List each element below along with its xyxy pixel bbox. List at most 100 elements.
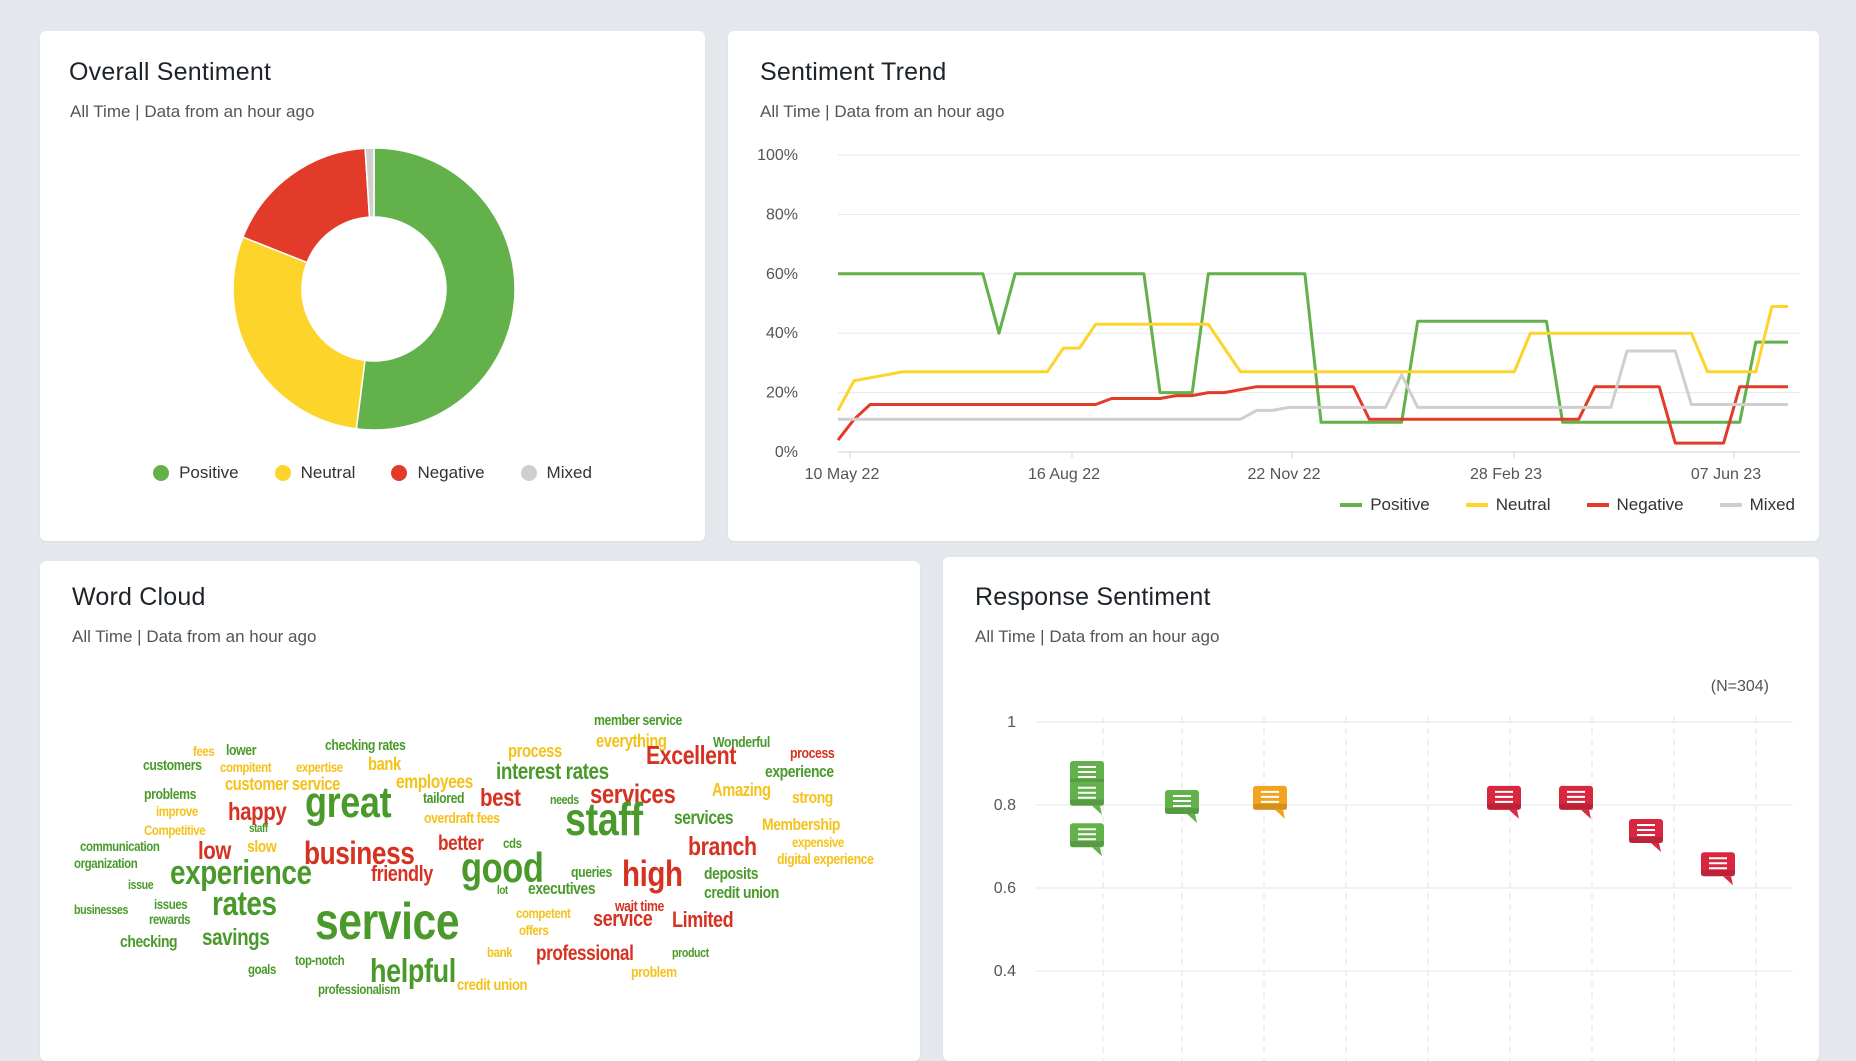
word-cloud-word[interactable]: Competitive bbox=[144, 822, 206, 838]
word-cloud-word[interactable]: wait time bbox=[615, 898, 664, 915]
word-cloud-word[interactable]: problem bbox=[631, 964, 677, 981]
word-cloud-word[interactable]: compitent bbox=[220, 759, 272, 775]
word-cloud-word[interactable]: issue bbox=[128, 877, 154, 892]
donut-slice-neutral[interactable] bbox=[232, 236, 366, 430]
trend-legend-positive[interactable]: Positive bbox=[1340, 495, 1430, 515]
resp-message-marker-negative[interactable] bbox=[1701, 852, 1735, 886]
word-cloud-word[interactable]: member service bbox=[594, 712, 682, 729]
legend-item-positive[interactable]: Positive bbox=[153, 463, 239, 483]
word-cloud-word[interactable]: issues bbox=[154, 896, 188, 912]
resp-message-marker-negative[interactable] bbox=[1629, 819, 1663, 853]
word-cloud-word[interactable]: Membership bbox=[762, 815, 841, 834]
word-cloud-word[interactable]: improve bbox=[156, 803, 198, 819]
word-cloud-word[interactable]: Limited bbox=[672, 907, 734, 932]
word-cloud-word[interactable]: credit union bbox=[704, 883, 779, 902]
word-cloud-word[interactable]: needs bbox=[550, 792, 579, 807]
word-cloud-word[interactable]: Amazing bbox=[712, 780, 771, 800]
word-cloud-word[interactable]: good bbox=[461, 844, 544, 891]
legend-item-mixed[interactable]: Mixed bbox=[520, 463, 592, 483]
word-cloud-word[interactable]: competent bbox=[516, 905, 571, 921]
word-cloud-word[interactable]: low bbox=[198, 837, 231, 865]
word-cloud-word[interactable]: checking bbox=[120, 932, 178, 951]
word-cloud-word[interactable]: organization bbox=[74, 855, 138, 871]
donut-slice-negative[interactable] bbox=[241, 147, 371, 264]
word-cloud-word[interactable]: businesses bbox=[74, 902, 128, 917]
word-cloud-word[interactable]: overdraft fees bbox=[424, 810, 500, 827]
trend-line-negative[interactable] bbox=[836, 385, 1788, 445]
word-cloud-word[interactable]: savings bbox=[202, 924, 270, 950]
word-cloud-word[interactable]: slow bbox=[247, 837, 277, 856]
word-cloud-word[interactable]: great bbox=[305, 778, 392, 827]
word-cloud-word[interactable]: services bbox=[590, 779, 676, 809]
word-cloud-word[interactable]: service bbox=[315, 893, 460, 951]
word-cloud-word[interactable]: professionalism bbox=[318, 981, 400, 997]
word-cloud-word[interactable]: credit union bbox=[457, 977, 528, 994]
donut-slice-mixed[interactable] bbox=[364, 147, 375, 218]
word-cloud-word[interactable]: strong bbox=[792, 788, 833, 807]
trend-legend-mixed[interactable]: Mixed bbox=[1719, 495, 1795, 515]
word-cloud-word[interactable]: experience bbox=[170, 854, 312, 892]
trend-line-mixed[interactable] bbox=[838, 349, 1788, 421]
word-cloud-word[interactable]: friendly bbox=[371, 861, 433, 886]
word-cloud-word[interactable]: tailored bbox=[423, 790, 465, 807]
trend-line-neutral[interactable] bbox=[836, 305, 1788, 412]
donut-slice-positive[interactable] bbox=[355, 147, 516, 431]
word-cloud-word[interactable]: professional bbox=[536, 942, 634, 965]
word-cloud-word[interactable]: process bbox=[508, 741, 562, 761]
word-cloud-word[interactable]: helpful bbox=[370, 952, 456, 989]
word-cloud-word[interactable]: better bbox=[438, 832, 484, 855]
word-cloud-word[interactable]: experience bbox=[765, 762, 834, 781]
trend-line-positive[interactable] bbox=[838, 272, 1788, 424]
resp-message-marker-negative[interactable] bbox=[1559, 785, 1593, 819]
word-cloud-word[interactable]: offers bbox=[519, 922, 549, 938]
word-cloud-word[interactable]: bank bbox=[368, 754, 401, 774]
resp-message-marker-neutral[interactable] bbox=[1253, 785, 1287, 819]
word-cloud-word[interactable]: rewards bbox=[149, 911, 191, 927]
legend-item-negative[interactable]: Negative bbox=[391, 463, 485, 483]
word-cloud-word[interactable]: checking rates bbox=[325, 737, 406, 754]
word-cloud-word[interactable]: problems bbox=[144, 786, 197, 803]
word-cloud-word[interactable]: Wonderful bbox=[713, 734, 770, 751]
word-cloud-word[interactable]: high bbox=[622, 853, 683, 894]
word-cloud-word[interactable]: expertise bbox=[296, 759, 343, 775]
trend-legend-negative[interactable]: Negative bbox=[1586, 495, 1684, 515]
word-cloud-word[interactable]: goals bbox=[248, 961, 276, 977]
word-cloud-word[interactable]: employees bbox=[396, 772, 473, 793]
word-cloud-word[interactable]: service bbox=[593, 906, 653, 931]
word-cloud-word[interactable]: Excellent bbox=[646, 740, 736, 770]
word-cloud-word[interactable]: communication bbox=[80, 838, 160, 854]
trend-legend-neutral[interactable]: Neutral bbox=[1465, 495, 1551, 515]
word-cloud-word[interactable]: everything bbox=[596, 731, 667, 751]
resp-message-marker-positive[interactable] bbox=[1070, 823, 1104, 857]
word-cloud-word[interactable]: fees bbox=[193, 743, 215, 759]
resp-message-marker-negative[interactable] bbox=[1487, 785, 1521, 819]
word-cloud-word[interactable]: deposits bbox=[704, 864, 759, 883]
legend-item-neutral[interactable]: Neutral bbox=[274, 463, 355, 483]
word-cloud-word[interactable]: interest rates bbox=[496, 758, 609, 784]
word-cloud-word[interactable]: services bbox=[674, 808, 734, 829]
response-sentiment-title: Response Sentiment bbox=[975, 583, 1211, 611]
word-cloud-word[interactable]: expensive bbox=[792, 834, 844, 850]
word-cloud-word[interactable]: customer service bbox=[225, 774, 340, 794]
word-cloud-word[interactable]: executives bbox=[528, 879, 596, 898]
word-cloud-word[interactable]: cds bbox=[503, 835, 522, 851]
word-cloud-word[interactable]: business bbox=[304, 835, 415, 871]
word-cloud-word[interactable]: lot bbox=[497, 883, 508, 897]
word-cloud-word[interactable]: branch bbox=[688, 831, 757, 861]
word-cloud-word[interactable]: customers bbox=[143, 757, 202, 774]
word-cloud: member service everything Wonderful fees low… bbox=[40, 561, 920, 1061]
word-cloud-word[interactable]: staff bbox=[249, 821, 268, 835]
word-cloud-word[interactable]: happy bbox=[228, 798, 287, 826]
word-cloud-word[interactable]: staff bbox=[565, 793, 643, 845]
word-cloud-word[interactable]: product bbox=[672, 945, 709, 960]
word-cloud-word[interactable]: queries bbox=[571, 864, 612, 881]
word-cloud-word[interactable]: process bbox=[790, 745, 835, 762]
word-cloud-word[interactable]: lower bbox=[226, 742, 257, 759]
word-cloud-word[interactable]: digital experience bbox=[777, 851, 874, 868]
word-cloud-word[interactable]: rates bbox=[212, 885, 277, 923]
word-cloud-word[interactable]: best bbox=[480, 784, 521, 812]
resp-message-marker-positive[interactable] bbox=[1070, 781, 1104, 815]
word-cloud-word[interactable]: top-notch bbox=[295, 952, 345, 968]
resp-message-marker-positive[interactable] bbox=[1165, 790, 1199, 823]
word-cloud-word[interactable]: bank bbox=[487, 944, 513, 960]
